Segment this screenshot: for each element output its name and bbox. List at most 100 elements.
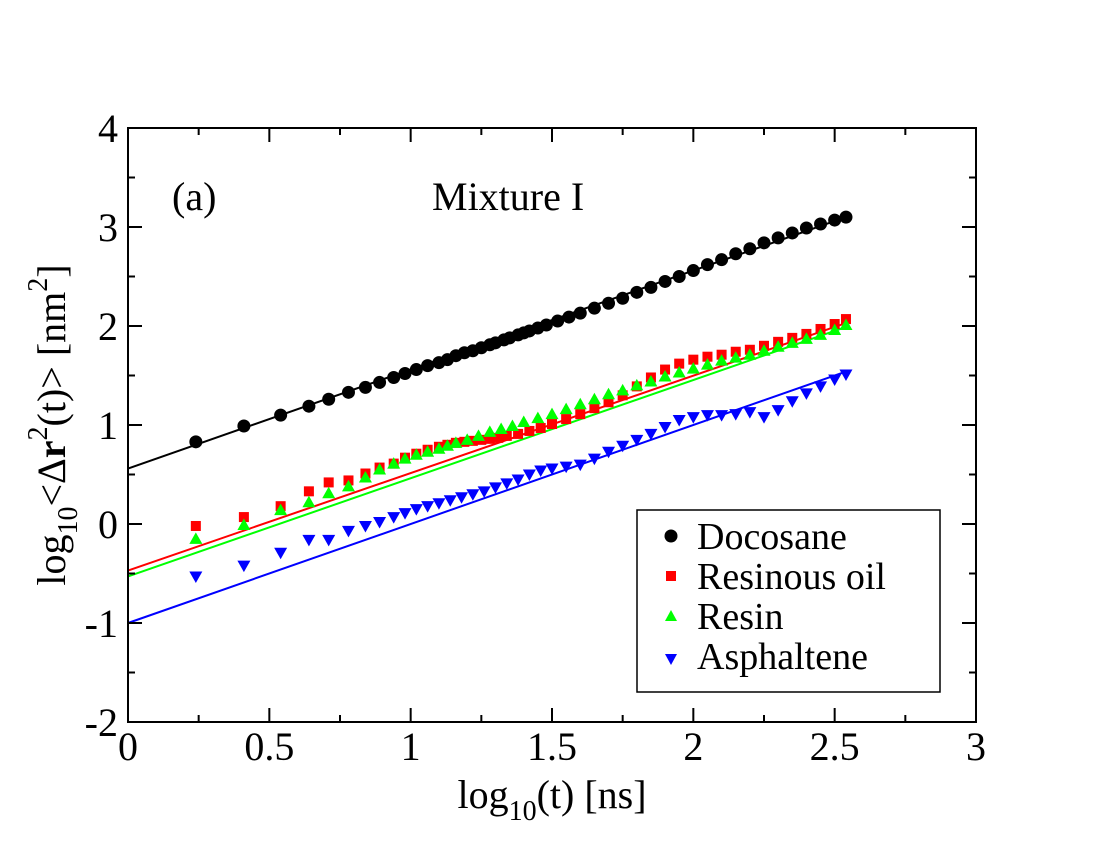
data-point bbox=[700, 258, 714, 272]
legend-item-resinous-oil: Resinous oil bbox=[666, 556, 886, 598]
data-point bbox=[587, 301, 601, 315]
data-point bbox=[237, 419, 251, 433]
data-point bbox=[358, 470, 372, 483]
data-point bbox=[522, 469, 536, 481]
data-point bbox=[729, 409, 743, 421]
data-point bbox=[575, 409, 586, 420]
data-point bbox=[785, 396, 799, 408]
data-point bbox=[484, 433, 495, 444]
data-point bbox=[757, 236, 771, 250]
data-point bbox=[398, 367, 412, 381]
data-point bbox=[432, 442, 446, 454]
legend-marker-circle bbox=[664, 529, 678, 543]
data-point bbox=[587, 453, 601, 466]
data-point bbox=[190, 520, 201, 531]
data-point bbox=[500, 478, 514, 490]
data-point bbox=[785, 226, 799, 240]
data-point bbox=[839, 210, 853, 224]
data-point bbox=[702, 351, 713, 362]
data-point bbox=[373, 463, 387, 475]
data-point bbox=[237, 560, 251, 573]
panel-label: (a) bbox=[172, 174, 216, 219]
data-point bbox=[814, 328, 828, 340]
data-point bbox=[373, 517, 387, 529]
data-point bbox=[358, 520, 372, 533]
y-axis-title-vector: r bbox=[29, 440, 74, 458]
data-point bbox=[630, 434, 644, 447]
data-point bbox=[715, 354, 729, 366]
data-point bbox=[644, 280, 658, 294]
data-point bbox=[443, 495, 457, 507]
y-axis-title-log: log bbox=[29, 535, 74, 586]
data-point bbox=[743, 407, 757, 419]
data-point bbox=[616, 440, 630, 453]
data-point bbox=[483, 425, 497, 437]
data-point bbox=[545, 407, 559, 420]
data-point bbox=[602, 446, 616, 459]
data-point bbox=[658, 421, 672, 434]
x-axis-title: log10(t) [ns] bbox=[457, 772, 646, 827]
data-point bbox=[771, 340, 785, 352]
data-point bbox=[672, 270, 686, 283]
data-point bbox=[674, 358, 685, 369]
y-axis-title-superscript-2: 2 bbox=[23, 278, 54, 292]
data-point bbox=[493, 432, 504, 443]
legend-item-docosane: Docosane bbox=[664, 516, 847, 558]
data-point bbox=[672, 415, 686, 427]
data-point bbox=[322, 486, 336, 499]
data-point bbox=[799, 221, 813, 235]
data-point bbox=[715, 253, 729, 267]
data-point bbox=[341, 385, 355, 399]
data-point bbox=[322, 392, 336, 406]
x-tick-label: 1 bbox=[401, 724, 421, 769]
data-point bbox=[700, 410, 714, 422]
legend-box bbox=[636, 509, 941, 693]
data-point bbox=[547, 419, 557, 430]
y-axis-title-superscript-1: 2 bbox=[23, 426, 54, 440]
data-point bbox=[743, 348, 757, 360]
data-point bbox=[658, 369, 672, 382]
data-point bbox=[630, 378, 644, 391]
data-point bbox=[421, 359, 435, 373]
data-point bbox=[799, 332, 813, 344]
data-point bbox=[644, 374, 658, 387]
data-point bbox=[539, 318, 553, 332]
data-markers bbox=[189, 210, 853, 583]
data-point bbox=[302, 399, 316, 413]
data-point bbox=[672, 366, 686, 378]
data-point bbox=[534, 465, 548, 478]
data-point bbox=[686, 264, 700, 278]
data-point bbox=[409, 363, 423, 377]
data-point bbox=[771, 405, 785, 417]
data-point bbox=[466, 489, 480, 501]
data-point bbox=[559, 461, 573, 474]
data-point bbox=[460, 433, 474, 445]
data-point bbox=[660, 364, 671, 375]
data-point bbox=[421, 501, 435, 513]
data-point bbox=[421, 445, 435, 457]
data-point bbox=[743, 242, 757, 256]
y-tick-label: 2 bbox=[98, 304, 118, 349]
data-point bbox=[616, 383, 630, 396]
data-point bbox=[603, 397, 614, 408]
data-point bbox=[409, 504, 423, 516]
series-docosane bbox=[189, 210, 853, 449]
axis-ticks: 0 0.5 1 1.5 2 2.5 3 -2 -1 0 1 2 3 4 bbox=[85, 106, 986, 769]
y-axis-title-delta: <Δ bbox=[29, 458, 74, 506]
data-point bbox=[589, 403, 600, 414]
data-point bbox=[501, 430, 512, 441]
y-tick-label: -2 bbox=[85, 700, 118, 745]
legend-marker-triangle-up bbox=[665, 610, 677, 621]
data-point bbox=[757, 412, 771, 424]
data-point bbox=[449, 436, 463, 448]
y-axis-title-subscript: 10 bbox=[53, 507, 84, 535]
x-tick-label: 0.5 bbox=[244, 724, 294, 769]
data-point bbox=[524, 425, 535, 436]
data-point bbox=[274, 503, 288, 516]
y-axis-title: log10<Δr2(t)> [nm2] bbox=[23, 264, 84, 585]
data-point bbox=[513, 428, 524, 439]
data-point bbox=[511, 474, 525, 486]
x-axis-title-subscript: 10 bbox=[509, 796, 537, 827]
data-point bbox=[189, 532, 203, 544]
